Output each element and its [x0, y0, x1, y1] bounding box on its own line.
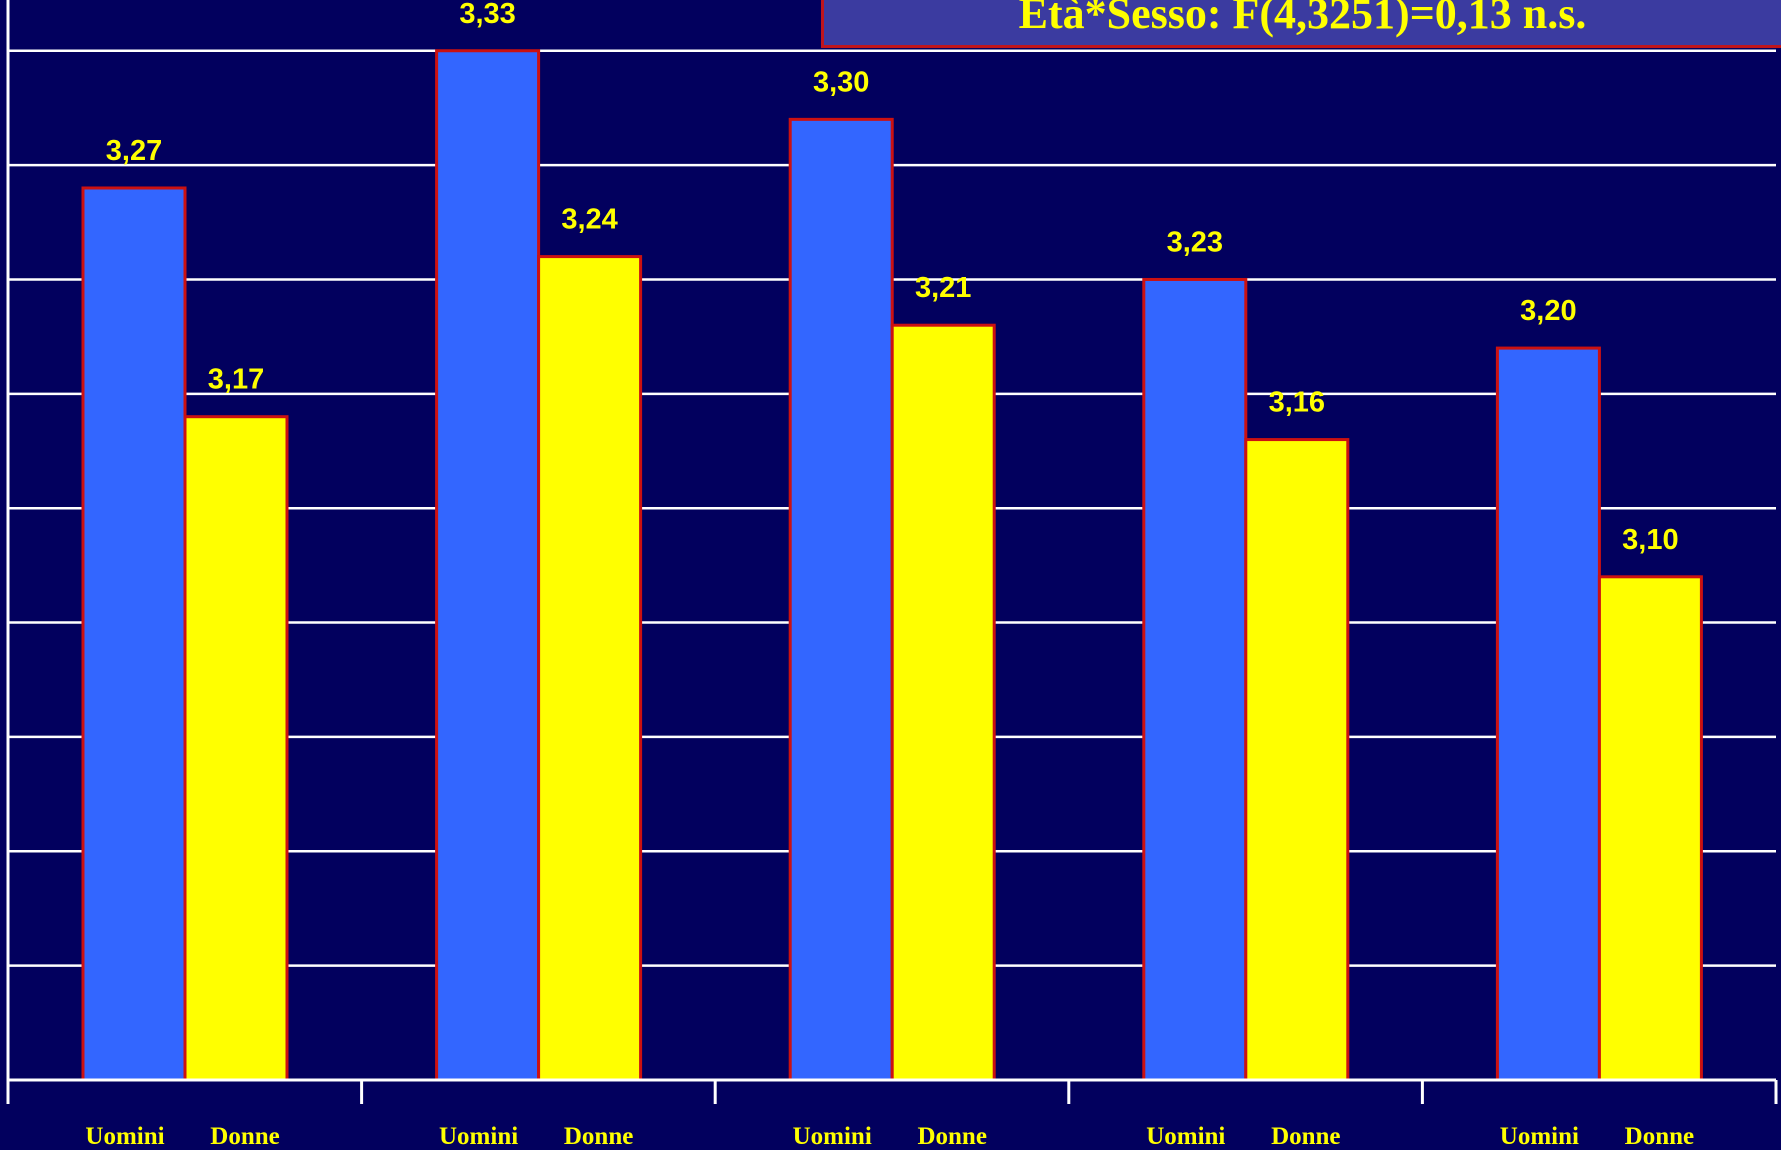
bars	[81, 49, 1703, 1082]
annotation-text: Età*Sesso: F(4,3251)=0,13 n.s.	[1018, 0, 1587, 38]
bar-g3-s1	[1244, 438, 1350, 1082]
category-label-g1-1: Donne	[564, 1123, 633, 1150]
x-axis	[6, 0, 1778, 1104]
category-label-g2-1: Donne	[917, 1123, 986, 1150]
bar-g0-s1	[183, 415, 289, 1082]
bar-g1-s1	[537, 255, 643, 1082]
category-label-g3-0: Uomini	[1146, 1123, 1225, 1150]
value-label-g2-s1: 3,21	[915, 272, 971, 304]
category-labels: Uomini Donne Uomini Donne Uomini Donne Uomini D…	[85, 1123, 1694, 1150]
bar-g0-s0	[81, 186, 187, 1082]
value-label-g2-s0: 3,30	[813, 66, 869, 98]
bar-g4-s0	[1495, 346, 1601, 1082]
bar-g1-s0	[435, 49, 541, 1082]
category-label-g1-0: Uomini	[439, 1123, 518, 1150]
category-label-g0-0: Uomini	[85, 1123, 164, 1150]
annotation-box: Età*Sesso: F(4,3251)=0,13 n.s.	[821, 0, 1781, 48]
category-label-g0-1: Donne	[210, 1123, 279, 1150]
value-labels: 3,27 3,17 3,33 3,24 3,30 3,21 3,23 3,16 3,20 3,10	[106, 0, 1679, 556]
category-label-g3-1: Donne	[1271, 1123, 1340, 1150]
value-label-g3-s0: 3,23	[1167, 226, 1223, 258]
value-label-g1-s1: 3,24	[561, 204, 617, 236]
value-label-g4-s1: 3,10	[1622, 524, 1678, 556]
value-label-g0-s0: 3,27	[106, 135, 162, 167]
category-label-g4-0: Uomini	[1500, 1123, 1579, 1150]
value-label-g4-s0: 3,20	[1520, 295, 1576, 327]
category-label-g2-0: Uomini	[793, 1123, 872, 1150]
bar-g4-s1	[1597, 575, 1703, 1082]
value-label-g3-s1: 3,16	[1269, 387, 1325, 419]
value-label-g0-s1: 3,17	[208, 364, 264, 396]
value-label-g1-s0: 3,33	[459, 0, 515, 30]
bar-g3-s0	[1142, 277, 1248, 1082]
bar-g2-s1	[890, 323, 996, 1082]
category-label-g4-1: Donne	[1625, 1123, 1694, 1150]
bar-g2-s0	[788, 117, 894, 1082]
